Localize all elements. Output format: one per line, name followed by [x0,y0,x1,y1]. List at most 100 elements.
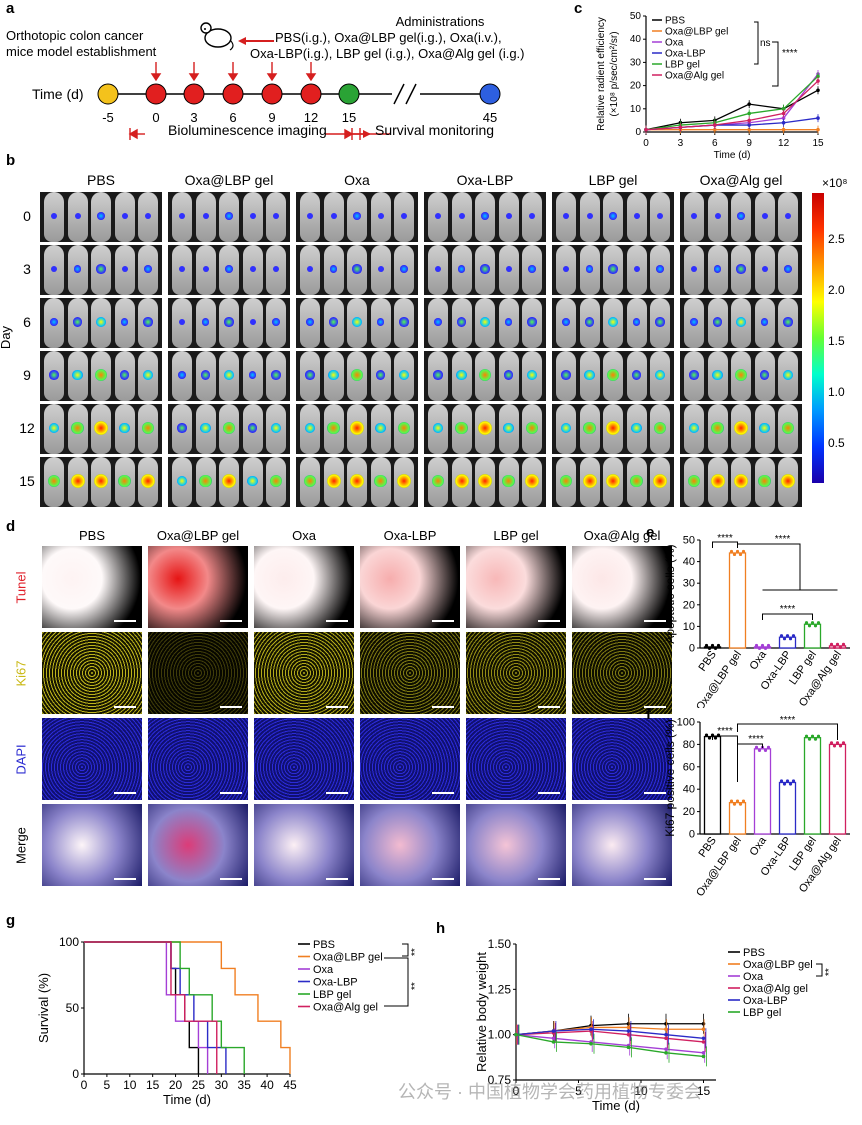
signal-spot [712,317,723,327]
signal-spot [431,474,445,488]
data-point [551,1040,556,1044]
data-point [816,88,820,93]
legend-entry: Oxa [743,971,764,983]
data-point [791,779,796,783]
signal-spot [432,422,444,434]
x-tick-label: 30 [215,1078,229,1092]
bli-day-label: 15 [19,473,35,489]
bli-image [40,351,162,401]
signal-spot [121,213,128,219]
bli-image [40,245,162,295]
bli-image [680,298,802,348]
legend-entry: Oxa [665,38,684,49]
data-point [713,127,717,132]
bli-image [552,192,674,242]
signal-spot [759,422,770,434]
micrograph [466,546,566,628]
signal-spot [225,212,233,220]
scale-bar [644,792,666,794]
signal-spot [176,475,188,487]
signal-spot [687,474,701,488]
sig-stars: **** [717,533,733,544]
bar [728,552,747,649]
micrograph [466,718,566,800]
bar [778,781,797,835]
signal-spot [224,317,234,327]
micro-group-header: Oxa [292,528,316,543]
admin-arrow-icon [238,37,274,45]
signal-spot [97,212,105,220]
signal-spot [759,370,770,380]
signal-spot [399,317,409,327]
signal-spot [734,421,748,435]
timeline-dot-3 [183,83,205,105]
scale-bar [114,878,136,880]
bli-image [424,457,546,507]
y-tick-label: 0 [72,1067,79,1081]
signal-spot [478,421,492,435]
survival-curve [84,941,218,1074]
signal-spot [760,318,769,326]
sig-bracket [772,41,779,87]
signal-spot [271,370,281,380]
signal-spot [374,474,387,488]
y-axis-label: Ki67 positive cells (%) [663,719,677,836]
signal-spot [225,265,233,273]
sig-bracket [816,963,823,977]
signal-spot [559,474,573,488]
signal-spot [563,266,569,272]
signal-spot [435,266,441,272]
data-point [741,799,746,803]
survival-curve [84,941,200,1074]
sig-stars: ** [824,968,835,976]
data-point [707,646,712,651]
micrograph [572,718,672,800]
signal-spot [478,474,492,488]
signal-spot [306,318,314,326]
micrograph [466,632,566,714]
signal-spot [49,370,59,380]
timeline-ticks: -5 0 3 6 9 12 15 45 [102,110,497,125]
signal-spot [528,265,536,273]
signal-spot [222,474,236,488]
scale-bar [220,620,242,622]
scale-bar [326,878,348,880]
data-point [763,646,768,651]
sig-bracket [762,613,813,620]
micro-group-header: Oxa-LBP [383,528,437,543]
y-tick-label: 40 [683,784,695,796]
data-point [664,1021,668,1026]
signal-spot [73,265,82,273]
signal-spot [249,266,256,272]
day-axis-label: Day [0,325,14,350]
bli-image [168,192,290,242]
bli-image [296,404,418,454]
panel-e-label: e [646,524,655,541]
bli-group-header: Oxa@LBP gel [184,172,274,188]
data-point [664,1032,668,1037]
x-tick-label: 10 [634,1084,648,1098]
x-tick-label: 0 [643,138,649,149]
timeline-dot-12 [300,83,322,105]
series-line [645,80,819,131]
signal-spot [631,422,642,434]
data-point [781,111,786,116]
data-point [713,646,718,651]
micro-row-label: Merge [13,827,29,864]
signal-spot [480,264,490,274]
x-tick-label: 9 [746,138,752,149]
bli-image [424,192,546,242]
data-point [835,642,840,646]
y-tick-label: 0 [689,643,695,655]
signal-spot [606,474,620,488]
signal-spot [691,266,697,272]
legend-entry: PBS [313,939,335,951]
micrograph [148,804,248,886]
micrograph [254,632,354,714]
data-point [788,782,793,786]
bli-image [168,457,290,507]
signal-spot [689,370,699,380]
data-point [701,1027,706,1032]
legend-entry: LBP gel [313,989,351,1001]
